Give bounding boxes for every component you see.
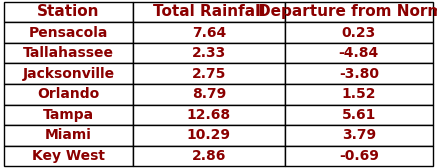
Bar bbox=[133, 43, 285, 63]
Text: 5.61: 5.61 bbox=[342, 108, 376, 122]
Bar bbox=[4, 2, 133, 22]
Text: 12.68: 12.68 bbox=[187, 108, 231, 122]
Bar bbox=[4, 22, 133, 43]
Bar bbox=[285, 146, 433, 166]
Text: Total Rainfall: Total Rainfall bbox=[153, 5, 265, 19]
Text: Jacksonville: Jacksonville bbox=[23, 67, 114, 81]
Text: 7.64: 7.64 bbox=[192, 26, 226, 39]
Text: 2.33: 2.33 bbox=[192, 46, 226, 60]
Text: 3.79: 3.79 bbox=[342, 129, 376, 142]
Text: -4.84: -4.84 bbox=[339, 46, 379, 60]
Bar bbox=[285, 22, 433, 43]
Text: Pensacola: Pensacola bbox=[29, 26, 108, 39]
Text: 1.52: 1.52 bbox=[341, 87, 376, 101]
Text: Departure from Normal: Departure from Normal bbox=[258, 5, 437, 19]
Bar bbox=[285, 104, 433, 125]
Text: Miami: Miami bbox=[45, 129, 92, 142]
Text: 2.86: 2.86 bbox=[192, 149, 226, 163]
Text: Station: Station bbox=[37, 5, 100, 19]
Bar bbox=[133, 84, 285, 104]
Bar bbox=[4, 125, 133, 146]
Text: 2.75: 2.75 bbox=[192, 67, 226, 81]
Text: -0.69: -0.69 bbox=[339, 149, 379, 163]
Text: -3.80: -3.80 bbox=[339, 67, 379, 81]
Text: 8.79: 8.79 bbox=[192, 87, 226, 101]
Bar bbox=[4, 146, 133, 166]
Bar bbox=[133, 2, 285, 22]
Bar bbox=[133, 63, 285, 84]
Bar bbox=[285, 43, 433, 63]
Bar bbox=[4, 104, 133, 125]
Text: 0.23: 0.23 bbox=[342, 26, 376, 39]
Bar bbox=[133, 104, 285, 125]
Bar bbox=[133, 22, 285, 43]
Bar bbox=[285, 2, 433, 22]
Text: 10.29: 10.29 bbox=[187, 129, 231, 142]
Bar bbox=[285, 84, 433, 104]
Bar bbox=[285, 63, 433, 84]
Bar bbox=[4, 43, 133, 63]
Bar bbox=[4, 84, 133, 104]
Text: Key West: Key West bbox=[32, 149, 105, 163]
Text: Tallahassee: Tallahassee bbox=[23, 46, 114, 60]
Bar bbox=[4, 63, 133, 84]
Text: Orlando: Orlando bbox=[38, 87, 100, 101]
Text: Tampa: Tampa bbox=[43, 108, 94, 122]
Bar bbox=[285, 125, 433, 146]
Bar bbox=[133, 125, 285, 146]
Bar bbox=[133, 146, 285, 166]
